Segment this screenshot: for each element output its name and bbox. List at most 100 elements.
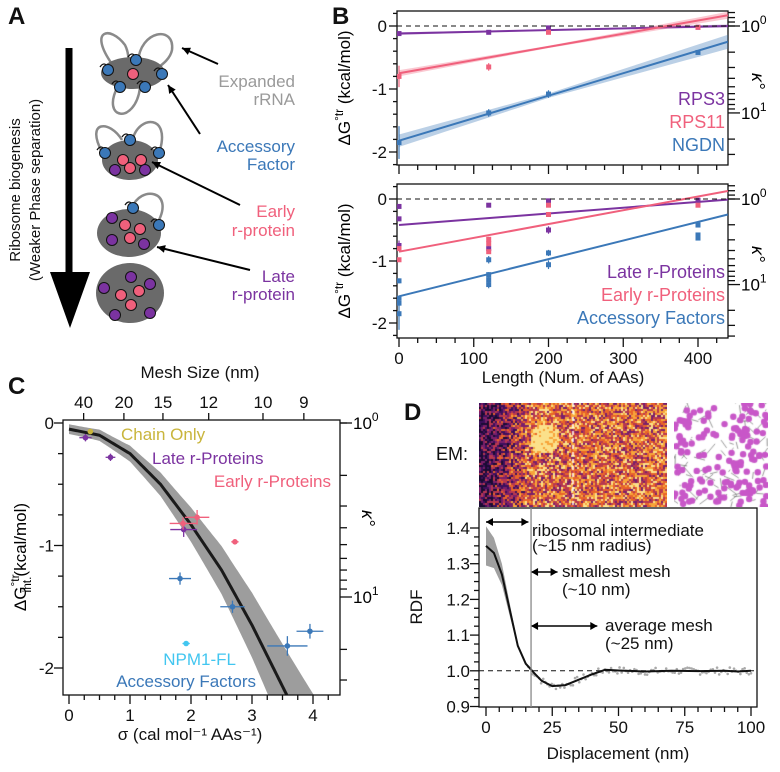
kappa-base: 10	[741, 17, 760, 36]
early-r-protein-dot	[135, 224, 146, 235]
arrowhead-icon	[157, 245, 166, 253]
kappa-tick-label: 101	[741, 272, 767, 295]
kappa-exponent: 0	[760, 13, 767, 27]
y-tick-label: 0	[378, 17, 387, 36]
early-r-protein-dot	[136, 155, 147, 166]
data-point	[486, 272, 491, 277]
rdf-sample-point	[555, 688, 558, 691]
early-r-protein-dot	[128, 69, 139, 80]
y-label-main: ΔG	[335, 294, 354, 319]
em-segmentation-image	[674, 403, 768, 507]
rdf-sample-point	[616, 672, 619, 675]
legend-entry: Accessory Factors	[116, 672, 256, 691]
mesh-size-tick-label: 40	[74, 393, 93, 412]
x-axis-label: σ (cal mol⁻¹ AAs⁻¹)	[118, 725, 263, 744]
rdf-sample-point	[540, 682, 543, 685]
mesh-size-tick-label: 15	[153, 393, 172, 412]
rdf-sample-point	[739, 673, 742, 676]
rdf-sample-point	[563, 686, 566, 689]
rdf-sample-point	[729, 666, 732, 669]
data-point	[546, 30, 551, 35]
axis-label-biogenesis: Ribosome biogenesis	[7, 118, 24, 261]
accessory-factor-dot	[154, 148, 165, 159]
late-r-protein-dot	[107, 235, 118, 246]
kappa-axis-label: κ°	[748, 73, 768, 89]
chart-c: 0-1-20 1 2 3 4σ (cal mol⁻¹ AAs⁻¹)40 20 15 12 10 9…	[39, 363, 378, 744]
late-r-protein-dot	[145, 279, 156, 290]
rdf-sample-point	[623, 667, 626, 670]
y-tick-label: -2	[39, 659, 54, 678]
pointer-arrow	[152, 162, 240, 205]
x-tick-label: 400	[684, 349, 712, 368]
data-point	[486, 203, 491, 208]
accessory-factor-dot	[154, 220, 165, 231]
y-tick-label: 1.1	[446, 626, 470, 645]
y-label-unit: (kcal/mol)	[335, 203, 354, 281]
x-tick-label: 3	[247, 706, 256, 725]
y-tick-label: -1	[372, 80, 387, 99]
y-tick-label: 0.9	[446, 698, 470, 717]
rdf-sample-point	[665, 667, 668, 670]
x-tick-label: 25	[543, 718, 562, 737]
early-r-protein-dot	[134, 286, 145, 297]
label-expanded: Expanded	[218, 72, 295, 91]
annotation-subtitle: (~25 nm)	[605, 634, 674, 653]
rdf-sample-point	[646, 673, 649, 676]
fit-line-rps3	[399, 26, 728, 34]
kappa-exponent: 0	[372, 410, 379, 424]
mesh-size-tick-label: 10	[254, 393, 273, 412]
rdf-sample-point	[608, 671, 611, 674]
accessory-factor-dot	[125, 135, 136, 146]
data-point	[696, 236, 701, 241]
arrowhead-left-icon	[531, 568, 538, 576]
annotation-subtitle: (~10 nm)	[562, 580, 631, 599]
arrowhead-left-icon	[531, 622, 538, 630]
early-r-protein-dot	[126, 300, 137, 311]
rdf-sample-point	[733, 667, 736, 670]
x-tick-label: 100	[460, 349, 488, 368]
label-rrna: rRNA	[253, 90, 295, 109]
early-r-protein-dot	[125, 163, 136, 174]
ribosome-biogenesis-diagram: Ribosome biogenesis (Weaker Phase separat…	[7, 33, 296, 328]
data-point	[486, 282, 491, 287]
rdf-sample-point	[726, 673, 729, 676]
early-r-protein-dot	[116, 290, 127, 301]
annotation-title: average mesh	[605, 616, 713, 635]
early-r-protein-dot	[125, 233, 136, 244]
y-tick-label: 1.0	[446, 662, 470, 681]
legend-entry: Accessory Factors	[577, 308, 725, 328]
rdf-sample-point	[597, 667, 600, 670]
label-early-r-protein: r-protein	[232, 221, 295, 240]
late-r-protein-dot	[126, 272, 137, 283]
data-point	[285, 643, 291, 649]
fit-line-rps11	[399, 15, 728, 73]
y-label-superscript: °tr	[332, 109, 346, 121]
figure: A BCDRibosome biogenesis (Weaker Phase sep…	[0, 0, 780, 772]
x-axis-label: Length (Num. of AAs)	[482, 368, 645, 387]
rdf-sample-point	[639, 672, 642, 675]
data-point	[486, 241, 491, 246]
y-tick-label: -1	[372, 252, 387, 271]
kappa-tick-label: 100	[741, 13, 767, 36]
x-tick-label: 100	[737, 718, 765, 737]
label-late: Late	[262, 267, 295, 286]
accessory-factor-dot	[140, 82, 151, 93]
data-point	[546, 212, 551, 217]
label-early: Early	[256, 202, 295, 221]
x-tick-label: 300	[609, 349, 637, 368]
em-micrograph-image	[479, 403, 667, 507]
rdf-sample-point	[654, 667, 657, 670]
chart-b-top: 0-1-2κ°RPS3RPS11NGDN	[372, 11, 768, 165]
data-point	[397, 246, 402, 251]
data-point	[397, 31, 402, 36]
accessory-factor-dot	[115, 82, 126, 93]
data-point	[546, 262, 551, 267]
arrowhead-left-icon	[486, 518, 493, 526]
x-tick-label: 0	[394, 349, 403, 368]
data-point	[696, 203, 701, 208]
axis-label-phase-separation: (Weaker Phase separation)	[27, 99, 44, 281]
arrowhead-right-icon	[590, 622, 597, 630]
accessory-factor-dot	[100, 148, 111, 159]
progression-arrow-head-icon	[50, 272, 90, 328]
legend-entry: Chain Only	[121, 425, 206, 444]
